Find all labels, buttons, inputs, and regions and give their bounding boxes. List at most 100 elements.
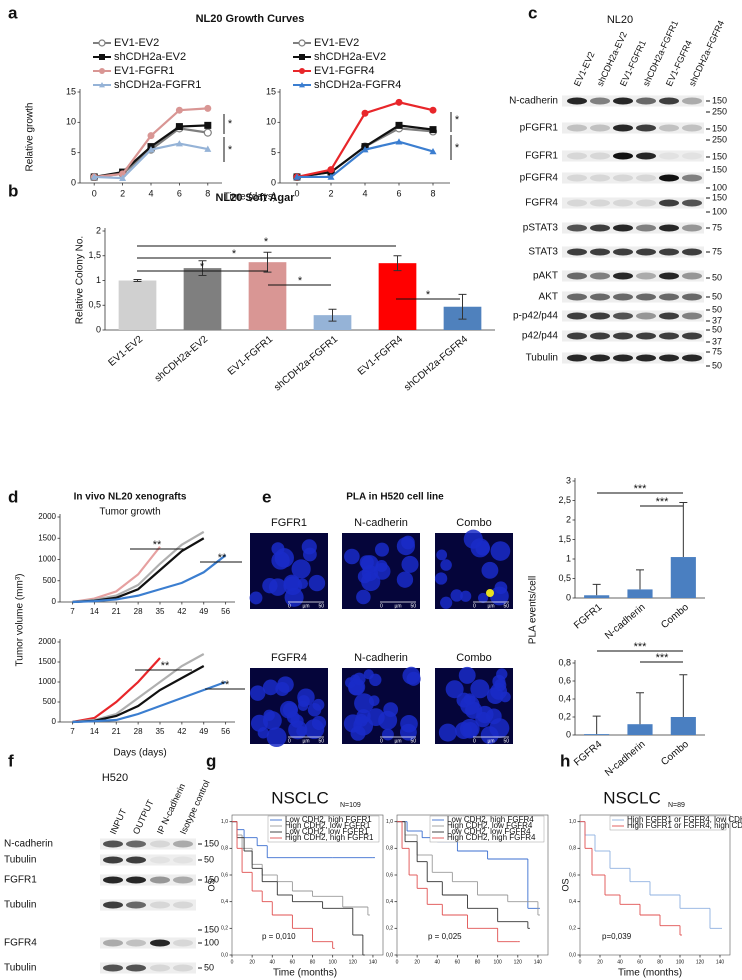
y-tick-label: 0 <box>271 177 276 187</box>
blot-band <box>682 272 702 280</box>
y-tick-label: 0,2 <box>569 926 576 932</box>
nucleus <box>438 723 457 742</box>
lane-label: EV1-EV2 <box>572 50 597 88</box>
y-tick-label: 0,0 <box>221 952 228 958</box>
category-label: shCDH2a-EV2 <box>153 334 211 385</box>
size-marker: 50 <box>712 324 722 334</box>
blot-band <box>659 97 679 105</box>
nucleus <box>288 720 308 740</box>
x-tick-label: 35 <box>156 607 165 616</box>
y-axis-label: OS <box>560 878 570 891</box>
y-tick-label: 1500 <box>38 657 56 666</box>
x-tick-label: 60 <box>455 959 461 965</box>
chart-title: In vivo NL20 xenografts <box>74 492 187 503</box>
pla-signal <box>486 589 494 597</box>
chart-title: NL20 Soft Agar <box>215 192 295 204</box>
image-label: FGFR4 <box>271 652 307 664</box>
nucleus <box>344 548 360 565</box>
blot-band <box>150 876 170 884</box>
blot-band <box>682 199 702 207</box>
x-tick-label: 21 <box>112 607 121 616</box>
nucleus <box>496 668 508 680</box>
nucleus <box>463 529 483 549</box>
marker <box>395 138 403 145</box>
nucleus <box>486 687 504 705</box>
panel-letter: f <box>8 751 14 770</box>
y-tick-label: 0,0 <box>569 952 576 958</box>
blot-band <box>659 293 679 301</box>
blot-band <box>590 312 610 320</box>
legend-box <box>267 815 380 843</box>
blot-band <box>636 272 656 280</box>
x-tick-label: 140 <box>716 959 725 965</box>
blot-band <box>150 840 170 848</box>
nucleus <box>374 542 390 557</box>
scale-label: µm <box>302 738 309 744</box>
y-tick-label: 10 <box>66 117 76 127</box>
blot-band <box>659 354 679 362</box>
row-label: pFGFR1 <box>520 123 559 134</box>
legend-label: shCDH2a-FGFR4 <box>314 79 401 91</box>
blot-band <box>659 248 679 256</box>
y-tick-label: 1500 <box>38 533 56 542</box>
panel-letter: b <box>8 181 18 200</box>
nucleus <box>460 590 472 602</box>
series-line <box>72 653 205 724</box>
nucleus <box>262 679 279 696</box>
nucleus <box>477 592 489 604</box>
x-tick-label: 20 <box>414 959 420 965</box>
blot-title: H520 <box>102 772 128 784</box>
scale-label: 0 <box>380 738 383 744</box>
blot-band <box>613 293 633 301</box>
plot-frame <box>579 814 731 956</box>
marker <box>293 173 301 180</box>
blot-band <box>636 332 656 340</box>
annotation: ** <box>161 660 170 672</box>
blot-band <box>636 248 656 256</box>
nucleus <box>401 555 419 573</box>
category-label: EV1-FGFR4 <box>356 334 406 378</box>
scale-label: 0 <box>380 603 383 609</box>
y-tick-label: 1,0 <box>569 819 576 825</box>
nucleus <box>266 727 287 748</box>
nucleus <box>450 589 463 602</box>
nucleus <box>400 714 418 733</box>
blot-band <box>567 312 587 320</box>
marker <box>299 82 305 88</box>
panel-title: PLA in H520 cell line <box>346 492 444 503</box>
annotation: *** <box>656 496 670 508</box>
blot-band <box>590 272 610 280</box>
blot-band <box>150 964 170 972</box>
nucleus <box>480 726 499 745</box>
series-line <box>72 530 205 604</box>
size-marker: 37 <box>712 336 722 346</box>
nucleus <box>440 559 452 571</box>
bar <box>118 280 157 330</box>
nucleus <box>250 685 266 701</box>
blot-strip <box>562 197 704 209</box>
legend-label: Low CDH2, high FGFR1 <box>285 815 372 824</box>
annotation: * <box>232 248 237 260</box>
nucleus <box>463 693 476 706</box>
blot-band <box>567 199 587 207</box>
scale-label: 0 <box>473 738 476 744</box>
annotation: * <box>426 289 431 301</box>
marker <box>429 106 437 114</box>
error-bar <box>679 501 688 558</box>
bar <box>627 724 653 735</box>
size-marker: 50 <box>712 360 722 370</box>
y-tick-label: 0,2 <box>558 711 571 721</box>
y-tick-label: 1,5 <box>88 250 101 260</box>
marker <box>327 173 335 180</box>
panel-letter: e <box>262 487 271 506</box>
size-marker: 150 <box>712 192 727 202</box>
blot-band <box>567 248 587 256</box>
x-tick-label: 14 <box>90 607 99 616</box>
blot-band <box>682 152 702 160</box>
annotation: ** <box>153 539 162 551</box>
y-tick-label: 0,4 <box>386 899 393 905</box>
y-tick-label: 0,2 <box>221 926 228 932</box>
size-marker: 250 <box>712 134 727 144</box>
blot-band <box>613 199 633 207</box>
row-label: AKT <box>539 292 558 303</box>
